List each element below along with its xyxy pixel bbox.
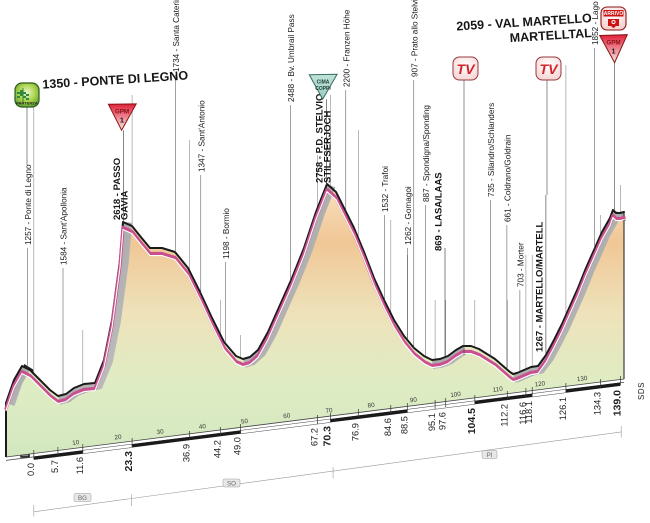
svg-text:1734 - Santa Caterina Valfurva: 1734 - Santa Caterina Valfurva xyxy=(172,0,181,72)
svg-text:67.2: 67.2 xyxy=(309,428,319,446)
svg-text:104.5: 104.5 xyxy=(466,408,478,434)
svg-text:SDS: SDS xyxy=(637,382,646,400)
svg-text:60: 60 xyxy=(283,412,291,420)
svg-text:70.3: 70.3 xyxy=(322,426,334,447)
svg-text:ARRIVO: ARRIVO xyxy=(604,11,624,17)
svg-text:1584 - Sant'Apollonia: 1584 - Sant'Apollonia xyxy=(60,187,69,265)
svg-text:1198 - Bormio: 1198 - Bormio xyxy=(222,208,231,259)
svg-text:76.9: 76.9 xyxy=(350,423,360,441)
svg-text:GPM: GPM xyxy=(606,40,620,47)
svg-text:SO: SO xyxy=(227,480,236,487)
svg-text:20: 20 xyxy=(114,434,122,442)
svg-text:1257 - Ponte di Legno: 1257 - Ponte di Legno xyxy=(24,164,33,245)
svg-text:90: 90 xyxy=(409,396,417,404)
svg-text:1: 1 xyxy=(611,47,615,56)
svg-text:70: 70 xyxy=(325,407,333,415)
svg-text:97.6: 97.6 xyxy=(438,412,448,430)
svg-text:CIMA: CIMA xyxy=(317,80,330,86)
svg-text:1852 - Lago Gioveretto/Zufritt: 1852 - Lago Gioveretto/Zufrittsee xyxy=(591,0,600,45)
svg-text:88.5: 88.5 xyxy=(399,416,409,434)
svg-text:1532 - Trafoi: 1532 - Trafoi xyxy=(381,166,390,212)
svg-text:BG: BG xyxy=(78,495,87,502)
svg-text:GPM: GPM xyxy=(115,109,129,116)
svg-text:907 - Prato allo Stelvio/Prad: 907 - Prato allo Stelvio/Prad am Stilfse… xyxy=(410,0,419,77)
svg-text:49.0: 49.0 xyxy=(233,437,243,455)
svg-text:80: 80 xyxy=(367,402,375,410)
svg-text:95.1: 95.1 xyxy=(427,413,437,431)
svg-text:84.6: 84.6 xyxy=(383,418,393,436)
svg-text:36.9: 36.9 xyxy=(182,444,192,462)
svg-text:100: 100 xyxy=(450,391,462,399)
svg-text:120: 120 xyxy=(534,380,546,388)
svg-text:134.3: 134.3 xyxy=(593,392,603,415)
svg-text:1262 - Gomagoi: 1262 - Gomagoi xyxy=(404,186,413,245)
svg-text:703 - Morter: 703 - Morter xyxy=(516,242,525,287)
svg-text:GAVIA: GAVIA xyxy=(119,190,130,220)
svg-text:11.6: 11.6 xyxy=(75,457,85,474)
svg-text:30: 30 xyxy=(156,428,164,436)
svg-text:TV: TV xyxy=(540,61,560,77)
svg-text:735 - Silandro/Schlanders: 735 - Silandro/Schlanders xyxy=(487,103,496,197)
svg-text:1347 - Sant'Antonio: 1347 - Sant'Antonio xyxy=(197,100,206,172)
svg-text:139.0: 139.0 xyxy=(611,390,623,416)
svg-text:1267 - MARTELLO/MARTELL: 1267 - MARTELLO/MARTELL xyxy=(534,221,545,352)
svg-text:40: 40 xyxy=(198,423,206,431)
svg-text:869 - LASA/LAAS: 869 - LASA/LAAS xyxy=(433,172,444,251)
svg-text:TV: TV xyxy=(457,61,477,77)
svg-text:23.3: 23.3 xyxy=(123,451,135,472)
svg-text:2200 - Franzen Höhe: 2200 - Franzen Höhe xyxy=(342,9,351,87)
svg-text:110: 110 xyxy=(492,386,503,394)
svg-text:PARTENZA: PARTENZA xyxy=(16,101,38,106)
svg-text:STILFSERJOCH: STILFSERJOCH xyxy=(322,111,333,183)
svg-text:118.1: 118.1 xyxy=(524,401,534,424)
svg-text:COPPI: COPPI xyxy=(315,86,331,92)
svg-text:126.1: 126.1 xyxy=(558,397,568,420)
svg-text:1350 - PONTE DI LEGNO: 1350 - PONTE DI LEGNO xyxy=(42,68,189,91)
svg-text:50: 50 xyxy=(241,418,249,426)
svg-text:1: 1 xyxy=(120,116,124,125)
svg-text:44.2: 44.2 xyxy=(212,440,222,458)
svg-text:661 - Coldrano/Goldrain: 661 - Coldrano/Goldrain xyxy=(503,134,512,222)
svg-text:5.7: 5.7 xyxy=(50,460,60,473)
svg-text:2488 - Bv. Umbrail Pass: 2488 - Bv. Umbrail Pass xyxy=(287,14,296,102)
svg-text:10: 10 xyxy=(72,439,80,447)
svg-text:887 - Spondigna/Sponding: 887 - Spondigna/Sponding xyxy=(422,105,431,202)
svg-text:130: 130 xyxy=(577,375,589,383)
svg-text:112.2: 112.2 xyxy=(499,404,509,427)
svg-text:0.0: 0.0 xyxy=(26,463,36,476)
svg-text:PI: PI xyxy=(487,452,493,459)
